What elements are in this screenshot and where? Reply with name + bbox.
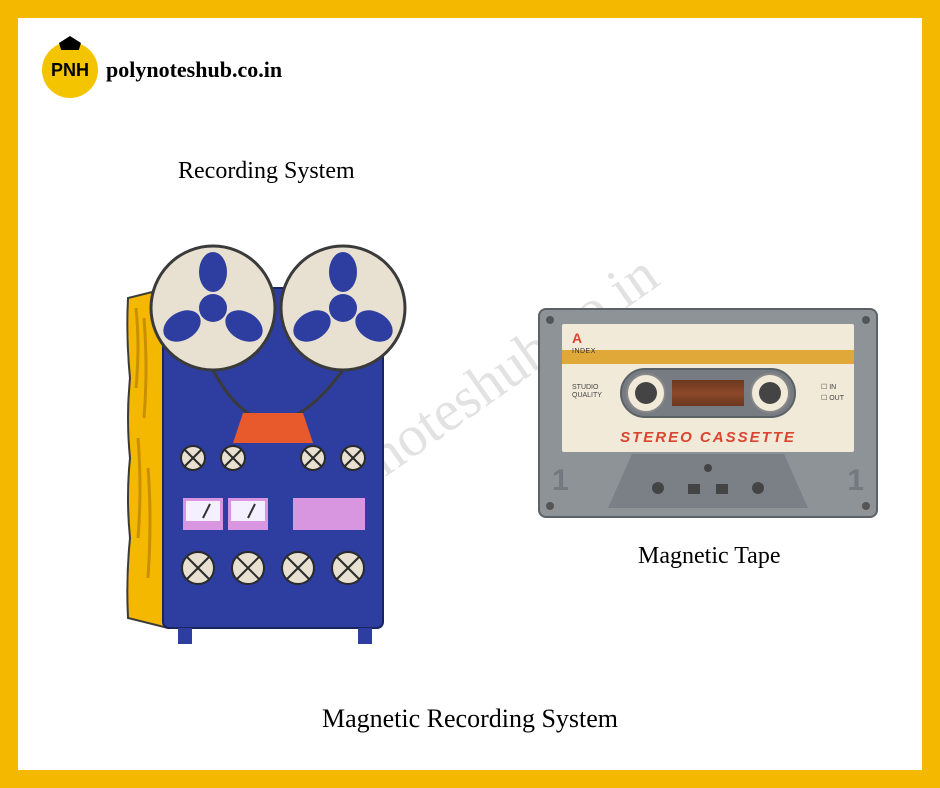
cassette-stripe: [562, 350, 854, 364]
cassette-in-label: IN: [821, 384, 836, 391]
cassette-studio-label: STUDIO QUALITY: [572, 384, 602, 401]
page-frame: PNH polynoteshub.co.in polynoteshub.co.i…: [0, 0, 940, 788]
cassette-bottom-shell: [608, 454, 808, 508]
tape-label: Magnetic Tape: [638, 543, 781, 570]
cassette-side-a: A: [572, 330, 582, 346]
logo-area: PNH polynoteshub.co.in: [42, 42, 282, 98]
cassette-illustration: A INDEX STUDIO QUALITY IN OUT STEREO CAS…: [538, 308, 878, 518]
diagram-title: Magnetic Recording System: [322, 704, 618, 734]
cassette-shell: A INDEX STUDIO QUALITY IN OUT STEREO CAS…: [538, 308, 878, 518]
cassette-num-left: 1: [552, 464, 569, 498]
reel-recorder-illustration: [108, 218, 428, 658]
cassette-out-label: OUT: [821, 395, 844, 402]
recorder-label: Recording System: [178, 158, 355, 185]
cassette-label: A INDEX STUDIO QUALITY IN OUT STEREO CAS…: [562, 324, 854, 452]
cassette-num-right: 1: [847, 464, 864, 498]
cassette-window: [620, 368, 796, 418]
cassette-index-label: INDEX: [572, 348, 596, 355]
cassette-inout-labels: IN OUT: [821, 382, 844, 404]
site-url: polynoteshub.co.in: [106, 57, 282, 83]
logo-icon: PNH: [42, 42, 98, 98]
cassette-hub-left: [626, 373, 666, 413]
cassette-stereo-label: STEREO CASSETTE: [562, 429, 854, 446]
cassette-tape-view: [672, 380, 744, 406]
cassette-hub-right: [750, 373, 790, 413]
